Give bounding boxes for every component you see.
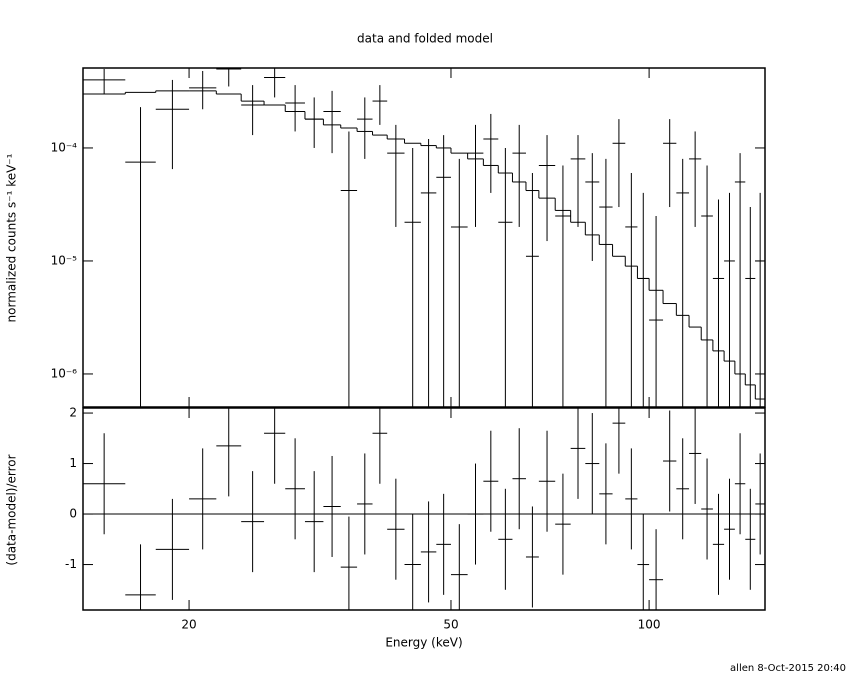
y-tick-label: 1 [69, 456, 77, 470]
residual-axis-label: (data-model)/error [5, 454, 19, 565]
footer: allen 8-Oct-2015 20:40 [730, 663, 846, 674]
y-tick-label: 10⁻⁴ [51, 140, 78, 154]
y-tick-label: -1 [65, 557, 77, 571]
x-tick-label: 50 [443, 618, 458, 632]
x-tick-label: 20 [181, 618, 196, 632]
y-axis-label: normalized counts s⁻¹ keV⁻¹ [5, 153, 19, 322]
y-tick-label: 2 [69, 406, 77, 420]
plot-frame [82, 67, 766, 408]
y-tick-label: 10⁻⁶ [51, 366, 78, 380]
y-tick-label: 0 [69, 507, 77, 521]
y-tick-label: 10⁻⁵ [51, 253, 78, 267]
chart-title: data and folded model [357, 32, 493, 46]
plot-frame [82, 407, 766, 611]
x-axis-label: Energy (keV) [385, 636, 462, 650]
x-tick-label: 100 [638, 618, 661, 632]
